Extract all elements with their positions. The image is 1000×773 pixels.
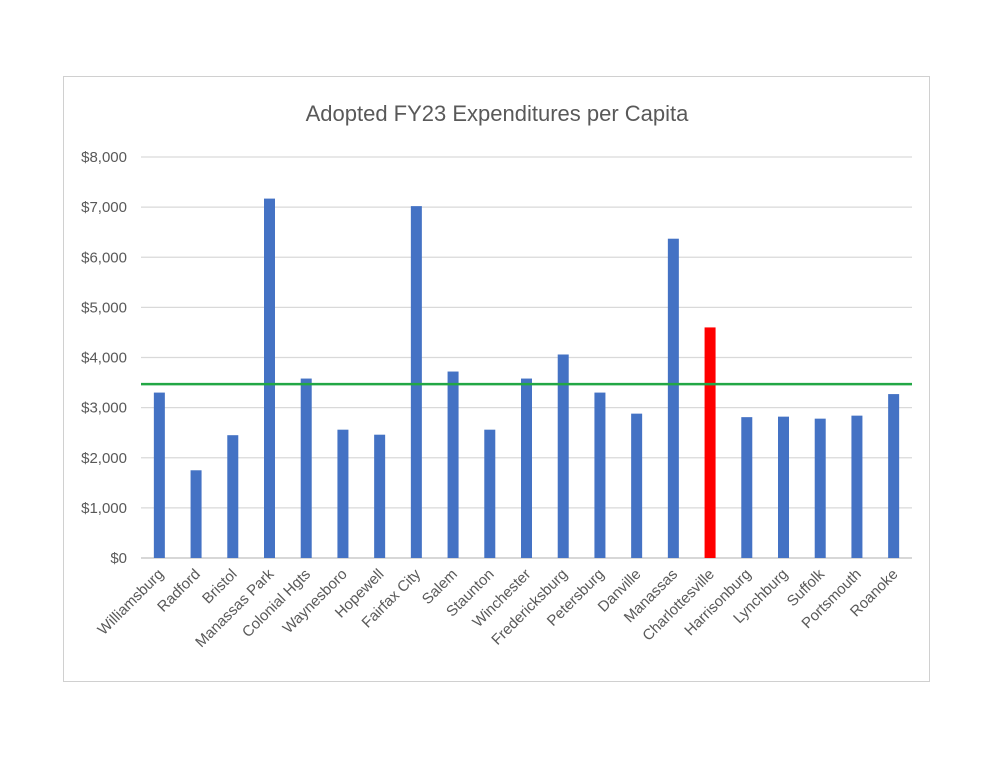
bar: [447, 371, 459, 558]
bar: [227, 435, 239, 558]
y-tick-label: $3,000: [81, 400, 127, 417]
chart-title: Adopted FY23 Expenditures per Capita: [306, 101, 690, 126]
y-tick-label: $4,000: [81, 350, 127, 367]
bar: [190, 470, 202, 558]
bar-chart: Adopted FY23 Expenditures per Capita $0$…: [81, 101, 912, 651]
bar: [594, 392, 606, 558]
bar: [667, 238, 679, 559]
bar-highlight: [704, 327, 716, 558]
bar: [484, 429, 496, 558]
bar: [814, 418, 826, 558]
bar: [631, 413, 643, 558]
y-axis-tick-labels: $0 $1,000 $2,000 $3,000 $4,000 $5,000 $6,000 $7…: [81, 149, 127, 567]
y-tick-label: $8,000: [81, 149, 127, 166]
chart-frame: Adopted FY23 Expenditures per Capita $0 $…: [63, 76, 930, 682]
y-tick-label: $5,000: [81, 299, 127, 316]
bar: [778, 416, 789, 558]
y-tick-label: $1,000: [81, 500, 127, 517]
bars: [153, 198, 900, 559]
bar: [521, 378, 532, 558]
bar: [410, 206, 422, 558]
bar: [741, 417, 753, 558]
bar: [374, 434, 386, 558]
bar: [557, 354, 569, 558]
bar: [337, 429, 349, 558]
bar: [264, 198, 275, 558]
bar: [851, 415, 863, 558]
y-tick-label: $7,000: [81, 199, 127, 216]
y-tick-label: $0: [110, 550, 127, 567]
y-tick-label: $6,000: [81, 249, 127, 266]
y-tick-label: $2,000: [81, 450, 127, 467]
bar: [300, 378, 312, 558]
bar: [888, 394, 900, 558]
bar: [153, 392, 165, 558]
